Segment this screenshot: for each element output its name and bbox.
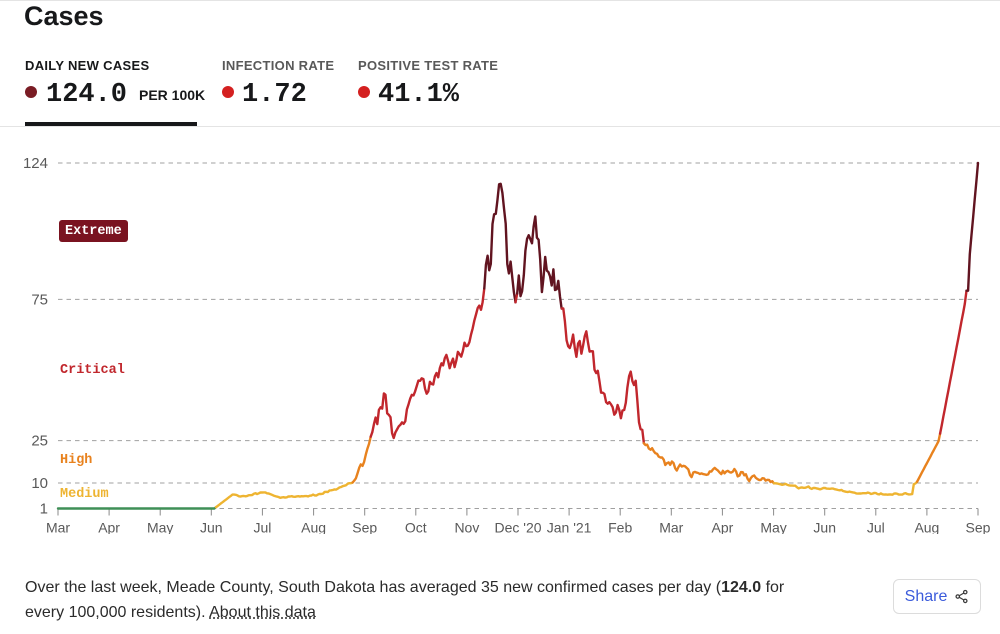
svg-text:25: 25 <box>31 433 48 450</box>
svg-text:124: 124 <box>23 155 48 172</box>
svg-text:May: May <box>147 520 173 535</box>
svg-text:Apr: Apr <box>712 520 734 535</box>
svg-text:Jan '21: Jan '21 <box>547 520 592 535</box>
svg-text:Nov: Nov <box>454 520 479 535</box>
svg-text:Mar: Mar <box>659 520 683 535</box>
svg-text:Jun: Jun <box>200 520 223 535</box>
svg-text:Dec '20: Dec '20 <box>494 520 541 535</box>
svg-text:Feb: Feb <box>608 520 632 535</box>
svg-text:1: 1 <box>40 501 48 518</box>
svg-text:10: 10 <box>31 475 48 492</box>
svg-text:75: 75 <box>31 291 48 308</box>
svg-text:Aug: Aug <box>914 520 939 535</box>
svg-text:Jul: Jul <box>253 520 271 535</box>
svg-text:Mar: Mar <box>46 520 70 535</box>
svg-text:May: May <box>760 520 786 535</box>
svg-text:Apr: Apr <box>98 520 120 535</box>
svg-text:Aug: Aug <box>301 520 326 535</box>
svg-text:Sep: Sep <box>352 520 377 535</box>
svg-text:Jun: Jun <box>813 520 836 535</box>
svg-text:Jul: Jul <box>867 520 885 535</box>
svg-text:Sep: Sep <box>966 520 991 535</box>
svg-text:Oct: Oct <box>405 520 427 535</box>
